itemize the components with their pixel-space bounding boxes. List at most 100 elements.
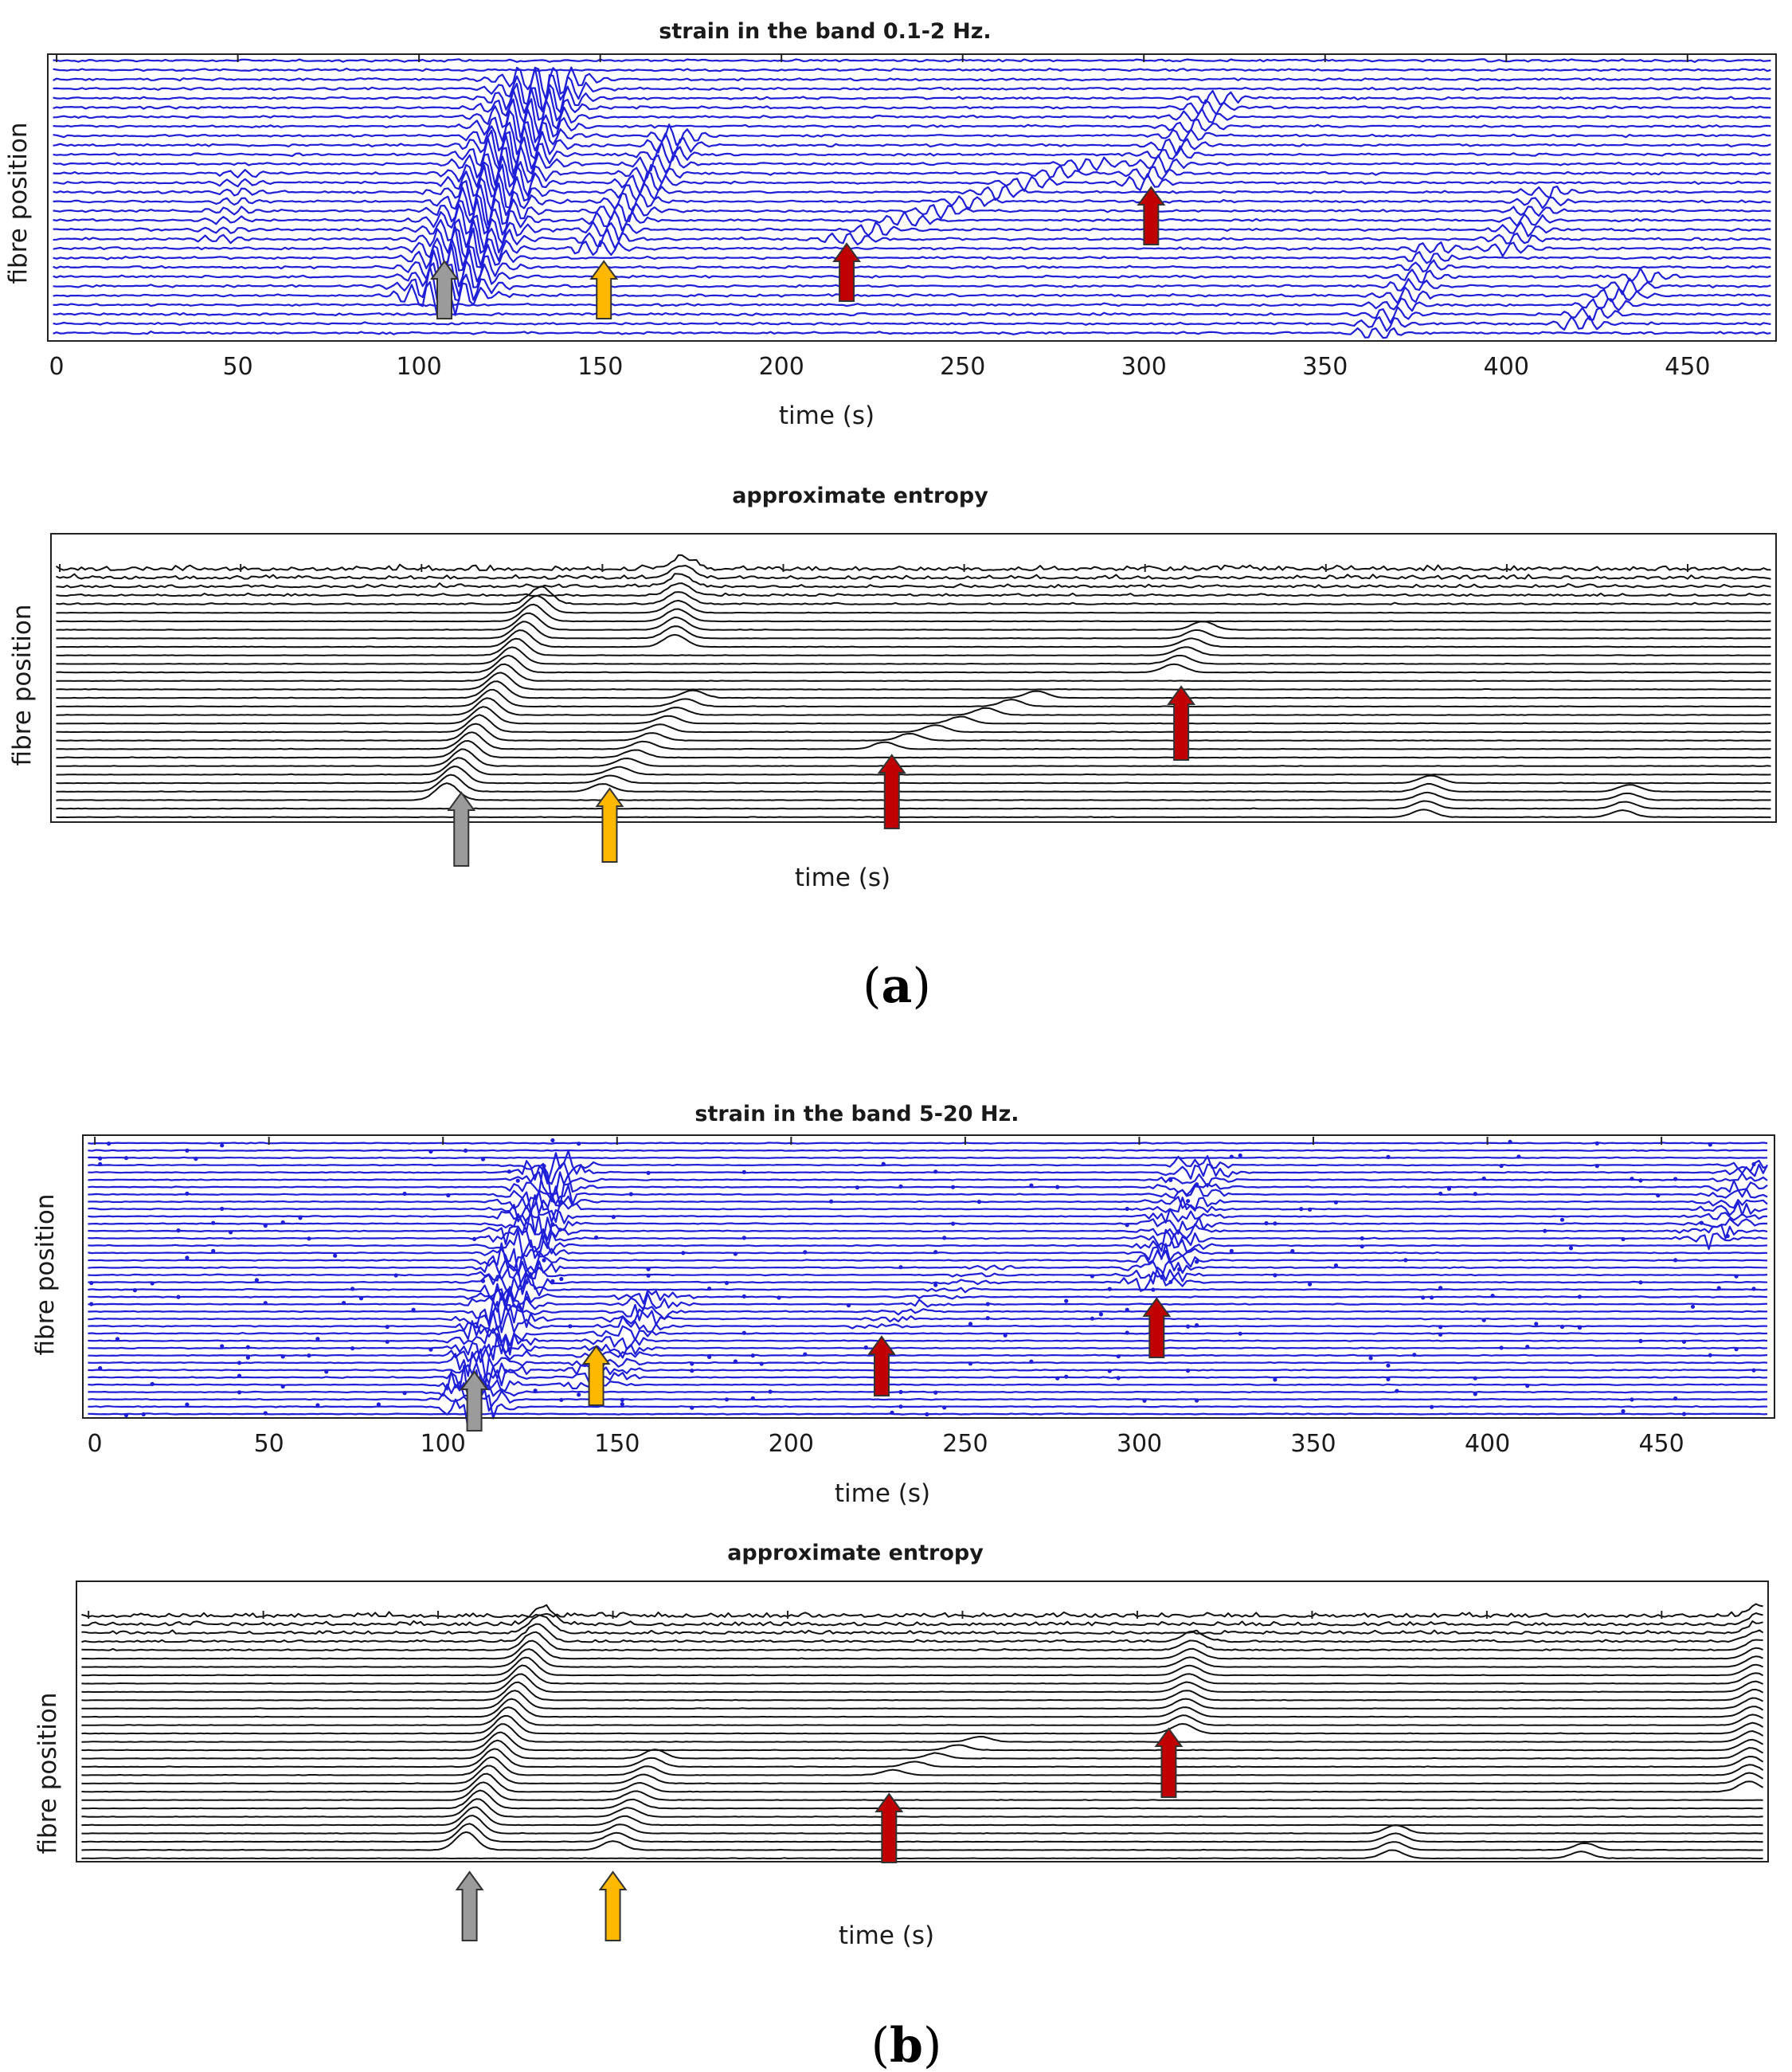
- strain-dot: [1508, 1139, 1512, 1144]
- strain-dot: [1438, 1191, 1443, 1196]
- trace-line: [88, 1242, 1768, 1278]
- trace-line: [56, 688, 1771, 707]
- strain-dot: [1333, 1263, 1338, 1268]
- entropy-b-title: approximate entropy: [727, 1541, 984, 1565]
- trace-line: [88, 1208, 1768, 1245]
- strain-dot: [1481, 1176, 1486, 1181]
- strain-dot: [1438, 1332, 1443, 1337]
- entropy-b-xlabel: time (s): [839, 1921, 934, 1950]
- red-arrow: [1137, 186, 1166, 245]
- strain-dot: [524, 1280, 529, 1285]
- entropy-a-ylabel: fibre position: [8, 605, 37, 766]
- strain-high-band-panel: strain in the band 5-20 Hz. fibre positi…: [31, 1102, 1775, 1508]
- strain-dot: [1064, 1374, 1069, 1379]
- strain-dot: [1186, 1199, 1191, 1204]
- strain-high-band-arrows: [460, 1297, 1172, 1432]
- x-tick-label: 100: [396, 353, 441, 381]
- trace-line: [56, 654, 1771, 674]
- strain-high-band-title: strain in the band 5-20 Hz.: [694, 1102, 1019, 1126]
- trace-line: [88, 1165, 1768, 1208]
- trace-line: [56, 637, 1771, 656]
- entropy-b-ylabel: fibre position: [33, 1693, 62, 1855]
- trace-line: [53, 98, 1771, 139]
- trace-line: [81, 1849, 1763, 1859]
- strain-dot: [307, 1236, 311, 1241]
- trace-line: [88, 1357, 1768, 1390]
- trace-line: [53, 214, 1771, 251]
- x-tick-label: 250: [942, 1430, 988, 1458]
- strain-dot: [898, 1389, 903, 1394]
- strain-dot: [1716, 1286, 1721, 1291]
- trace-line: [81, 1706, 1764, 1726]
- trace-line: [56, 573, 1771, 589]
- trace-line: [53, 194, 1771, 232]
- trace-line: [53, 163, 1771, 198]
- strain-dot: [1308, 1282, 1313, 1287]
- strain-dot: [1473, 1392, 1477, 1396]
- trace-line: [88, 1369, 1768, 1398]
- strain-dot: [1430, 1404, 1434, 1409]
- strain-dot: [620, 1397, 624, 1402]
- strain-dot: [829, 1199, 834, 1204]
- strain-dot: [185, 1191, 190, 1196]
- entropy-a-xlabel: time (s): [795, 864, 890, 892]
- strain-high-band-ticks: 0 50 100 150 200 250 300 350 400 450: [88, 1137, 1684, 1458]
- strain-dot: [733, 1359, 738, 1364]
- trace-line: [88, 1365, 1768, 1400]
- strain-dot: [1699, 1220, 1704, 1225]
- strain-low-band-ylabel: fibre position: [4, 123, 33, 284]
- strain-dot: [1568, 1246, 1574, 1251]
- trace-line: [88, 1191, 1768, 1212]
- strain-dot: [1577, 1326, 1582, 1330]
- strain-dot: [933, 1283, 938, 1287]
- trace-line: [56, 565, 1771, 580]
- strain-dot: [185, 1255, 190, 1260]
- strain-dot: [315, 1337, 320, 1342]
- trace-line: [56, 723, 1771, 742]
- strain-dot: [245, 1355, 250, 1360]
- strain-dot: [985, 1302, 990, 1306]
- x-tick-label: 300: [1117, 1430, 1162, 1458]
- strain-dot: [1107, 1287, 1112, 1291]
- strain-dot: [1386, 1363, 1391, 1368]
- strain-dot: [863, 1345, 868, 1350]
- trace-line: [53, 135, 1771, 175]
- strain-dot: [98, 1156, 103, 1161]
- strain-dot: [1403, 1258, 1408, 1263]
- strain-dot: [141, 1412, 146, 1416]
- strain-dot: [1594, 1164, 1599, 1169]
- trace-line: [53, 219, 1771, 260]
- strain-dot: [1090, 1274, 1094, 1279]
- strain-dot: [646, 1170, 651, 1175]
- trace-line: [81, 1739, 1764, 1760]
- trace-line: [53, 265, 1771, 304]
- strain-dot: [1168, 1177, 1173, 1182]
- entropy-a-title: approximate entropy: [732, 484, 988, 508]
- strain-dot: [1430, 1295, 1434, 1300]
- trace-line: [88, 1255, 1767, 1281]
- strain-dot: [976, 1200, 981, 1204]
- strain-dot: [464, 1148, 468, 1153]
- trace-line: [56, 629, 1771, 648]
- trace-line: [88, 1283, 1768, 1312]
- strain-dot: [768, 1389, 773, 1394]
- trace-line: [56, 757, 1771, 776]
- trace-line: [56, 748, 1771, 767]
- strain-dot: [550, 1279, 555, 1283]
- strain-dot: [185, 1402, 190, 1407]
- trace-line: [81, 1656, 1763, 1677]
- strain-dot: [515, 1178, 520, 1183]
- strain-dot: [1543, 1228, 1547, 1233]
- strain-dot: [933, 1390, 938, 1395]
- strain-dot: [1386, 1154, 1391, 1159]
- strain-dot: [350, 1287, 355, 1291]
- strain-dot: [620, 1402, 624, 1407]
- trace-line: [56, 680, 1771, 699]
- strain-dot: [741, 1169, 746, 1174]
- red-arrow: [832, 242, 862, 302]
- strain-dot: [1594, 1141, 1599, 1146]
- strain-dot: [724, 1397, 730, 1402]
- trace-line: [88, 1333, 1768, 1363]
- trace-line: [88, 1150, 1768, 1185]
- strain-dot: [472, 1236, 477, 1241]
